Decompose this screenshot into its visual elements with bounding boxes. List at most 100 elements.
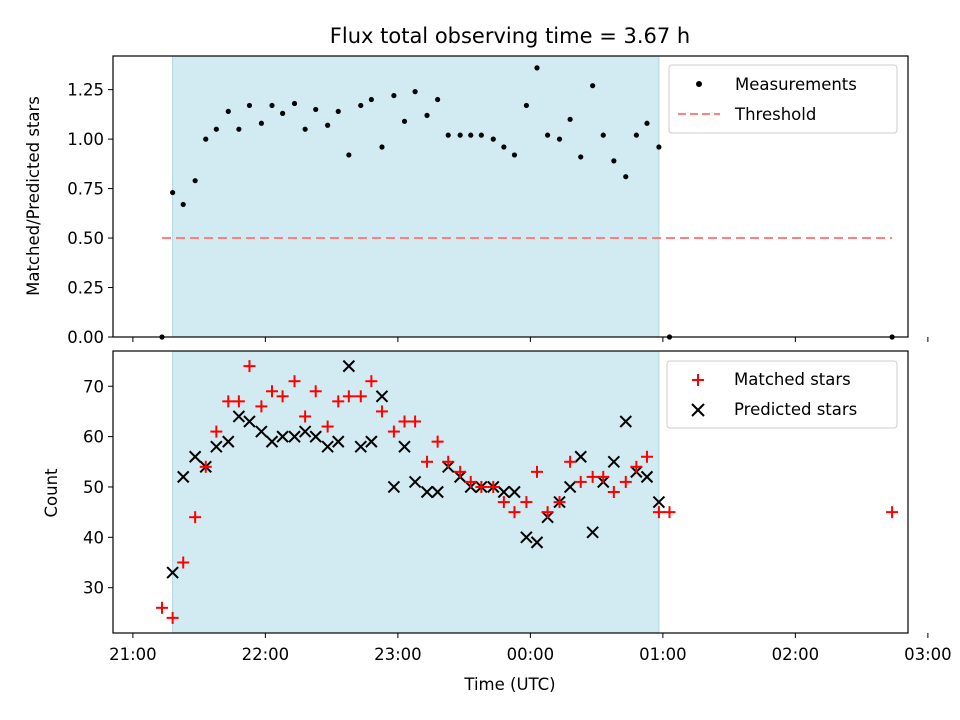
predicted-point xyxy=(276,430,289,443)
measurement-point xyxy=(368,96,374,103)
measurement-point xyxy=(644,120,650,126)
matched-point xyxy=(342,390,355,403)
predicted-point xyxy=(375,390,389,403)
matched-point xyxy=(299,410,312,423)
measurement-point xyxy=(478,132,484,138)
matched-point xyxy=(166,611,179,624)
matched-point xyxy=(487,480,500,493)
predicted-point xyxy=(574,450,587,463)
measurement-point xyxy=(523,102,530,109)
observing-window-band xyxy=(172,55,660,338)
predicted-point xyxy=(288,430,301,443)
matched-point xyxy=(421,455,434,468)
measurement-point xyxy=(325,122,331,128)
measurement-point xyxy=(633,132,639,138)
predicted-point xyxy=(298,425,312,438)
matched-point xyxy=(454,465,467,478)
measurement-point xyxy=(457,132,463,138)
bottom-observing-window xyxy=(172,350,660,634)
predicted-point xyxy=(408,475,422,489)
matched-point xyxy=(409,415,422,428)
measurement-point xyxy=(424,112,430,118)
matched-point xyxy=(475,480,488,493)
predicted-point xyxy=(497,485,511,499)
matched-point xyxy=(553,496,566,509)
matched-point xyxy=(541,506,554,519)
matched-point xyxy=(663,506,676,519)
predicted-point xyxy=(177,470,190,484)
matched-point xyxy=(398,415,411,428)
matched-point xyxy=(531,465,543,478)
chart-title: Flux total observing time = 3.67 h xyxy=(330,24,690,48)
predicted-point xyxy=(188,450,202,463)
top-panel: Flux total observing time = 3.67 h Match… xyxy=(24,24,929,347)
matched-point xyxy=(156,601,169,614)
matched-point xyxy=(387,425,400,438)
y-tick-label: 0.00 xyxy=(67,328,104,347)
observing-window-band xyxy=(172,350,660,634)
top-axes-frame xyxy=(112,55,909,338)
measurement-point xyxy=(556,136,563,142)
matched-point xyxy=(564,455,577,468)
matched-point xyxy=(508,506,521,519)
measurement-point xyxy=(656,144,662,150)
y-tick-label: 0.75 xyxy=(67,180,104,199)
predicted-point xyxy=(342,359,356,373)
top-observing-window xyxy=(172,55,660,338)
legend-measurements-label: Measurements xyxy=(735,75,857,94)
legend-threshold-label: Threshold xyxy=(734,105,816,124)
x-tick-label: 21:00 xyxy=(109,645,157,664)
predicted-point xyxy=(640,470,654,484)
predicted-point xyxy=(387,480,401,494)
measurement-point xyxy=(567,116,573,122)
measurement-point xyxy=(280,110,286,116)
predicted-point xyxy=(652,495,666,509)
x-tick-label: 01:00 xyxy=(639,645,687,664)
measurement-point xyxy=(192,178,198,184)
measurement-point xyxy=(623,174,629,180)
matched-point xyxy=(497,496,510,509)
x-tick-label: 03:00 xyxy=(904,645,952,664)
measurement-point xyxy=(246,102,253,109)
y-tick-label: 40 xyxy=(83,528,104,547)
measurement-point xyxy=(534,65,540,71)
matched-point xyxy=(321,420,334,433)
measurement-point xyxy=(269,102,275,109)
y-tick-label: 70 xyxy=(83,377,104,396)
x-tick-label: 00:00 xyxy=(507,645,555,664)
y-tick-label: 60 xyxy=(83,428,104,447)
matched-point xyxy=(630,460,643,473)
y-tick-label: 0.50 xyxy=(67,229,104,248)
legend-measurements-marker xyxy=(696,81,702,87)
matched-point xyxy=(288,375,301,388)
x-tick-label: 23:00 xyxy=(374,645,422,664)
x-axis-label: Time (UTC) xyxy=(463,675,555,694)
matched-point xyxy=(640,450,653,463)
matched-point xyxy=(243,360,256,373)
legend-matched-label: Matched stars xyxy=(734,370,851,389)
bottom-axes-frame xyxy=(112,350,909,634)
predicted-point xyxy=(332,435,345,448)
measurement-point xyxy=(490,136,496,142)
measurement-point xyxy=(236,126,242,132)
matched-point xyxy=(332,395,345,408)
matched-point xyxy=(177,556,190,569)
predicted-point xyxy=(619,415,632,428)
measurement-point xyxy=(335,108,341,115)
y-tick-label: 30 xyxy=(83,579,104,598)
matched-point xyxy=(652,506,665,519)
measurement-point xyxy=(225,108,231,115)
matched-point xyxy=(309,385,322,398)
legend-matched-marker xyxy=(692,374,704,386)
predicted-point xyxy=(365,435,378,448)
bottom-y-ticks: 30 40 50 60 70 xyxy=(83,377,113,598)
legend-predicted-marker xyxy=(691,403,705,417)
predicted-point xyxy=(243,415,256,428)
matched-point xyxy=(886,506,899,519)
measurement-point xyxy=(391,92,397,99)
predicted-point xyxy=(431,485,444,499)
predicted-point xyxy=(321,440,334,453)
y-tick-label: 1.00 xyxy=(67,130,104,149)
matched-point xyxy=(276,390,289,403)
bottom-legend: Matched stars Predicted stars xyxy=(666,360,898,429)
